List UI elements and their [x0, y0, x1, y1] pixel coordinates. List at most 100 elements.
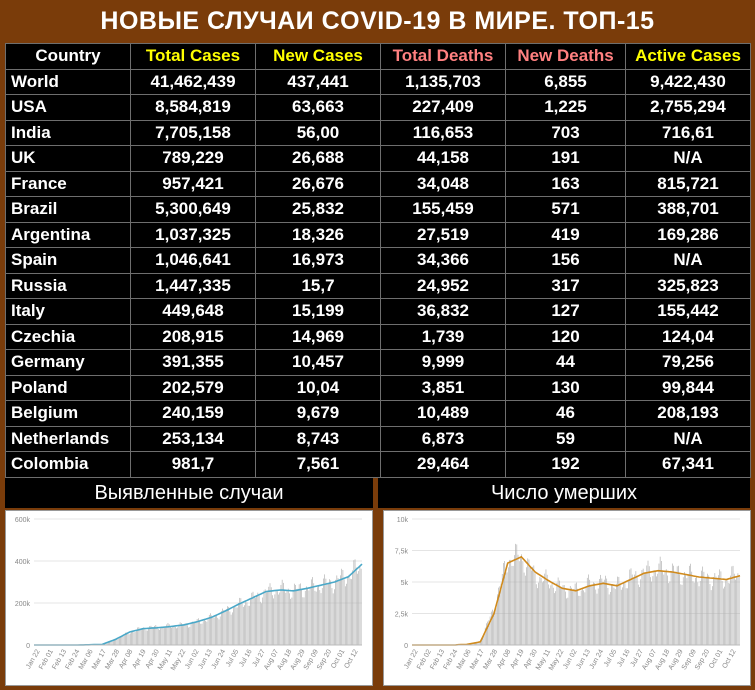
value-cell: 1,447,335 [131, 273, 256, 299]
daily-bar [315, 591, 316, 645]
daily-bar [164, 628, 165, 645]
daily-bar [542, 582, 543, 645]
column-header: Active Cases [626, 44, 751, 70]
daily-bar [558, 578, 559, 645]
daily-bar [546, 569, 547, 645]
daily-bar [593, 582, 594, 645]
value-cell: 124,04 [626, 324, 751, 350]
daily-bar [644, 573, 645, 645]
daily-bar [279, 593, 280, 645]
daily-bar [612, 584, 613, 645]
value-cell: 26,676 [256, 171, 381, 197]
y-tick-label: 600k [15, 517, 31, 524]
daily-bar [131, 632, 132, 645]
column-header: Country [6, 44, 131, 70]
daily-bar [278, 595, 279, 645]
daily-bar [667, 576, 668, 645]
daily-bar [261, 603, 262, 645]
daily-bar [582, 588, 583, 645]
daily-bar [718, 575, 719, 645]
daily-bar [688, 574, 689, 645]
daily-bar [520, 558, 521, 645]
daily-bar [160, 628, 161, 645]
value-cell: 41,462,439 [131, 69, 256, 95]
value-cell: 1,225 [506, 95, 626, 121]
daily-bar [302, 597, 303, 645]
daily-bar [591, 586, 592, 645]
country-cell: World [6, 69, 131, 95]
daily-bar [637, 576, 638, 645]
daily-bar [357, 574, 358, 645]
value-cell: 437,441 [256, 69, 381, 95]
daily-bar [123, 636, 124, 645]
daily-bar [143, 628, 144, 645]
daily-bar [524, 573, 525, 645]
daily-bar [273, 598, 274, 645]
daily-bar [623, 583, 624, 645]
value-cell: 192 [506, 452, 626, 478]
daily-bar [153, 627, 154, 645]
daily-bar [700, 581, 701, 645]
daily-bar [208, 619, 209, 645]
daily-bar [351, 579, 352, 645]
daily-bar [650, 577, 651, 645]
daily-bar [555, 591, 556, 645]
daily-bar [646, 565, 647, 645]
daily-bar [725, 581, 726, 645]
daily-bar [361, 569, 362, 645]
daily-bar [712, 586, 713, 645]
daily-bar [621, 590, 622, 645]
daily-bar [323, 579, 324, 645]
daily-bar [629, 570, 630, 645]
daily-bar [317, 587, 318, 645]
value-cell: 208,915 [131, 324, 256, 350]
daily-bar [538, 583, 539, 645]
value-cell: 46 [506, 401, 626, 427]
daily-bar [285, 593, 286, 645]
daily-bar [219, 619, 220, 645]
daily-bar [585, 592, 586, 645]
daily-bar [525, 576, 526, 645]
daily-bar [611, 586, 612, 645]
daily-bar [146, 630, 147, 645]
daily-bar [510, 560, 511, 645]
daily-bar [739, 576, 740, 645]
daily-bar [578, 596, 579, 645]
daily-bar [561, 588, 562, 645]
daily-bar [589, 580, 590, 645]
daily-bar [343, 570, 344, 645]
country-cell: India [6, 120, 131, 146]
daily-bar [347, 577, 348, 645]
daily-bar [608, 588, 609, 645]
daily-bar [655, 572, 656, 645]
daily-bar [519, 561, 520, 645]
daily-bar [338, 578, 339, 645]
value-cell: 227,409 [381, 95, 506, 121]
daily-bar [695, 578, 696, 645]
daily-bar [531, 570, 532, 645]
daily-bar [355, 559, 356, 645]
daily-bar [163, 627, 164, 645]
country-cell: Czechia [6, 324, 131, 350]
daily-bar [735, 580, 736, 645]
country-cell: Netherlands [6, 426, 131, 452]
value-cell: 16,973 [256, 248, 381, 274]
daily-bar [276, 590, 277, 645]
daily-bar [121, 636, 122, 645]
daily-bar [228, 607, 229, 645]
value-cell: 449,648 [131, 299, 256, 325]
value-cell: 156 [506, 248, 626, 274]
country-cell: Russia [6, 273, 131, 299]
daily-bar [241, 598, 242, 645]
daily-bar [536, 584, 537, 645]
daily-bar [194, 623, 195, 645]
